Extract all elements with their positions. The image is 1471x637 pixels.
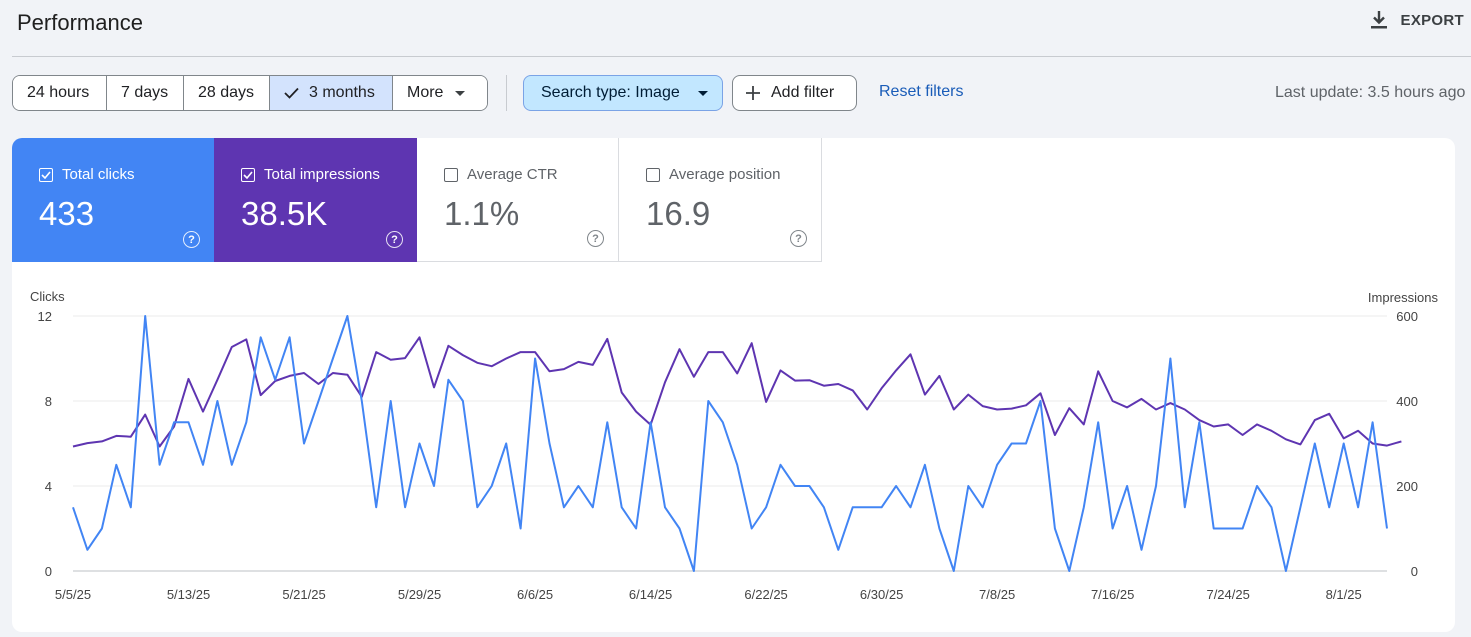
metric-average-ctr[interactable]: Average CTR 1.1% ? <box>417 138 619 262</box>
y-left-tick: 4 <box>45 479 52 494</box>
x-tick: 5/21/25 <box>282 587 325 602</box>
search-type-label: Search type: Image <box>541 84 680 101</box>
metric-total-impressions[interactable]: Total impressions 38.5K ? <box>214 138 417 262</box>
help-icon[interactable]: ? <box>790 230 807 247</box>
export-label: EXPORT <box>1400 11 1464 29</box>
checkbox-unchecked-icon[interactable] <box>444 167 458 182</box>
help-icon[interactable]: ? <box>183 231 200 248</box>
export-button[interactable]: EXPORT <box>1369 10 1464 30</box>
range-label: 7 days <box>121 84 169 101</box>
x-tick: 7/24/25 <box>1206 587 1249 602</box>
y-right-tick: 600 <box>1396 309 1418 324</box>
help-icon[interactable]: ? <box>386 231 403 248</box>
checkbox-unchecked-icon[interactable] <box>646 167 660 182</box>
performance-card: Total clicks 433 ? Total impressions 38.… <box>12 138 1455 632</box>
header-divider <box>12 56 1471 57</box>
search-type-filter[interactable]: Search type: Image <box>523 75 723 111</box>
checkmark-icon <box>284 87 299 99</box>
x-tick: 6/6/25 <box>517 587 553 602</box>
x-tick: 5/13/25 <box>167 587 210 602</box>
metric-average-position[interactable]: Average position 16.9 ? <box>619 138 822 262</box>
x-tick: 6/30/25 <box>860 587 903 602</box>
x-tick: 6/14/25 <box>629 587 672 602</box>
last-update-text: Last update: 3.5 hours ago <box>1275 84 1466 101</box>
metric-label: Average CTR <box>467 166 558 183</box>
x-tick: 8/1/25 <box>1326 587 1362 602</box>
metric-value: 433 <box>39 195 95 232</box>
range-label: 28 days <box>198 84 255 101</box>
range-24-hours[interactable]: 24 hours <box>13 76 107 110</box>
date-range-selector: 24 hours 7 days 28 days 3 months More <box>12 75 488 111</box>
checkbox-checked-icon[interactable] <box>39 167 53 182</box>
plus-icon <box>746 86 760 100</box>
y-right-tick: 400 <box>1396 394 1418 409</box>
series-line-clicks <box>72 315 1388 572</box>
add-filter-button[interactable]: Add filter <box>732 75 857 111</box>
checkbox-checked-icon[interactable] <box>241 167 255 182</box>
y-left-tick: 8 <box>45 394 52 409</box>
y-right-tick: 200 <box>1396 479 1418 494</box>
metric-label: Total clicks <box>62 166 135 183</box>
metric-label: Average position <box>669 166 781 183</box>
y-axis-left-label: Clicks <box>30 289 65 304</box>
range-label: 24 hours <box>27 84 90 101</box>
range-label: 3 months <box>309 84 375 101</box>
metric-value: 16.9 <box>646 195 711 232</box>
reset-filters-link[interactable]: Reset filters <box>879 83 964 100</box>
y-right-tick: 0 <box>1411 564 1418 579</box>
chevron-down-icon <box>455 90 466 96</box>
help-icon[interactable]: ? <box>587 230 604 247</box>
x-tick: 7/16/25 <box>1091 587 1134 602</box>
metric-label: Total impressions <box>264 166 380 183</box>
more-label: More <box>407 84 444 101</box>
add-filter-label: Add filter <box>771 84 835 101</box>
x-tick: 6/22/25 <box>744 587 787 602</box>
page-title: Performance <box>17 10 143 35</box>
x-tick: 5/5/25 <box>55 587 91 602</box>
more-dropdown[interactable]: More <box>393 76 487 110</box>
range-28-days[interactable]: 28 days <box>184 76 270 110</box>
range-3-months[interactable]: 3 months <box>270 76 393 110</box>
chevron-down-icon <box>698 90 708 96</box>
filter-divider <box>506 75 507 111</box>
download-icon <box>1370 11 1387 29</box>
metric-total-clicks[interactable]: Total clicks 433 ? <box>12 138 214 262</box>
x-tick: 7/8/25 <box>979 587 1015 602</box>
y-axis-right-label: Impressions <box>1368 290 1439 305</box>
range-7-days[interactable]: 7 days <box>107 76 184 110</box>
series-line-impressions <box>72 336 1402 448</box>
y-left-tick: 0 <box>45 564 52 579</box>
metric-value: 38.5K <box>241 195 328 232</box>
metric-value: 1.1% <box>444 195 520 232</box>
x-tick: 5/29/25 <box>398 587 441 602</box>
y-left-tick: 12 <box>38 309 52 324</box>
